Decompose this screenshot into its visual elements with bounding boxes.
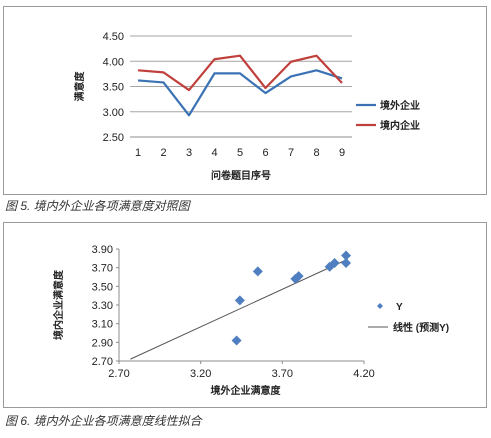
legend-label: 境内企业 <box>380 119 420 132</box>
y-tick-label: 3.00 <box>103 107 124 119</box>
y-tick-label: 3.70 <box>92 263 113 275</box>
x-tick-label: 4 <box>211 147 217 159</box>
x-axis-label: 问卷题目序号 <box>211 169 271 182</box>
scatter-chart: 2.70 2.90 3.10 3.30 3.50 3.70 3.90 2.70 3.20 3.70… <box>52 244 449 397</box>
x-tick-label: 2 <box>160 147 166 159</box>
y-tick-label: 3.50 <box>103 82 124 94</box>
chart-panel-line: 2.50 3.00 3.50 4.00 4.50 1 2 3 4 5 6 7 8 9 问卷题目序号 满意度境外… <box>3 6 487 195</box>
y-tick-label: 4.50 <box>103 31 124 43</box>
y-axis-label: 满意度 <box>73 71 86 102</box>
data-point <box>341 250 352 261</box>
x-tick-label: 9 <box>339 147 345 159</box>
y-tick-label: 3.50 <box>92 281 113 293</box>
legend-marker <box>377 303 383 309</box>
x-tick-label: 8 <box>313 147 319 159</box>
figure-5-caption: 图 5. 境内外企业各项满意度对照图 <box>5 199 190 213</box>
data-point <box>234 295 245 306</box>
y-tick-label: 2.70 <box>92 356 113 368</box>
y-tick-label: 3.10 <box>92 319 113 331</box>
x-tick-label: 2.70 <box>108 368 129 380</box>
x-tick-label: 7 <box>288 147 294 159</box>
x-tick-label: 4.20 <box>353 368 374 380</box>
trendline <box>130 258 348 360</box>
x-tick-label: 6 <box>262 147 268 159</box>
y-tick-label: 2.50 <box>103 132 124 144</box>
line-chart: 2.50 3.00 3.50 4.00 4.50 1 2 3 4 5 6 7 8 9 问卷题目序号 满意度境外… <box>73 31 420 182</box>
series-line-1 <box>137 69 343 117</box>
y-tick-label: 4.00 <box>103 56 124 68</box>
series-line-2 <box>137 54 343 92</box>
x-tick-label: 1 <box>135 147 141 159</box>
y-axis-label: 境内企业满意度 <box>52 269 65 340</box>
data-point <box>293 271 304 282</box>
y-tick-label: 3.30 <box>92 300 113 312</box>
x-tick-label: 3.70 <box>272 368 293 380</box>
figure-6-caption: 图 6. 境内外企业各项满意度线性拟合 <box>5 414 202 428</box>
x-tick-label: 5 <box>237 147 243 159</box>
data-point <box>231 335 242 346</box>
chart-panel-scatter: 2.70 2.90 3.10 3.30 3.50 3.70 3.90 2.70 3.20 3.70… <box>3 222 487 408</box>
x-axis-label: 境外企业满意度 <box>211 384 282 397</box>
legend-label: Y <box>396 302 403 313</box>
y-tick-label: 3.90 <box>92 244 113 256</box>
legend-label: 境外企业 <box>380 99 420 112</box>
x-tick-label: 3.20 <box>190 368 211 380</box>
x-tick-label: 3 <box>186 147 192 159</box>
data-point <box>341 258 352 268</box>
y-tick-label: 2.90 <box>92 337 113 349</box>
legend-label: 线性 (预测Y) <box>393 321 449 334</box>
data-point <box>252 266 263 277</box>
data-point <box>329 258 340 268</box>
